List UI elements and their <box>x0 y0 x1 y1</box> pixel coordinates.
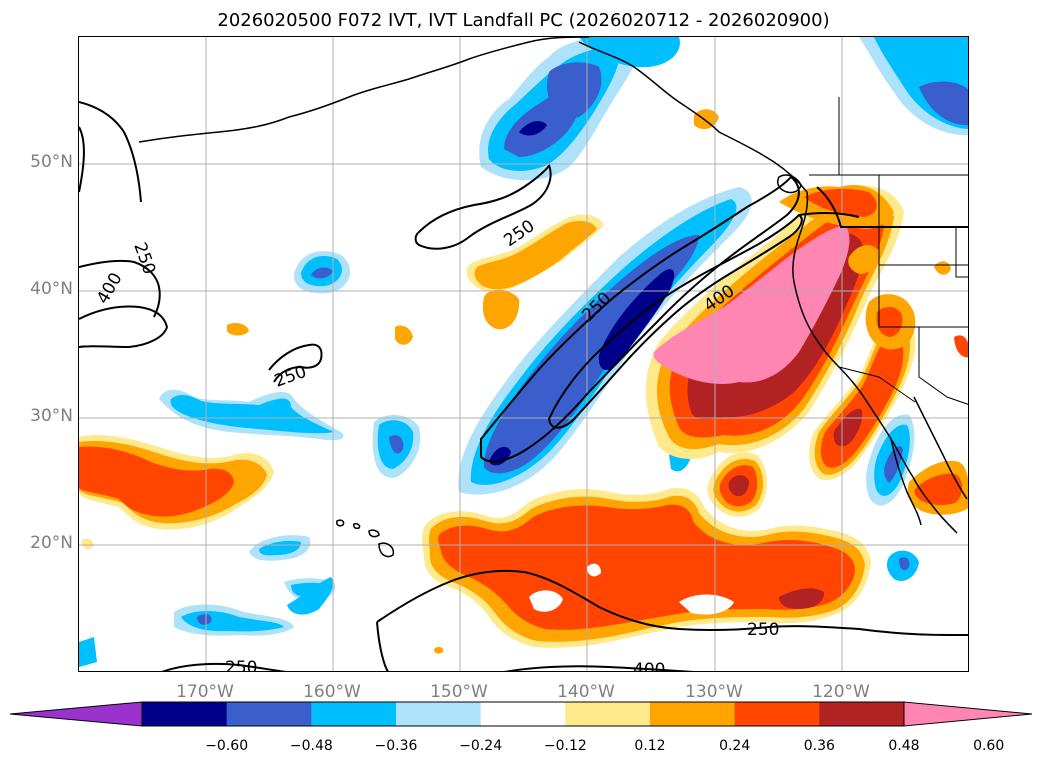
lon-label-120w: 120°W <box>812 682 870 702</box>
lat-label-30n: 30°N <box>30 406 73 426</box>
lat-label-40n: 40°N <box>30 279 73 299</box>
colorbar-segment <box>142 702 228 726</box>
lon-label-160w: 160°W <box>303 682 361 702</box>
colorbar-tick-label: −0.48 <box>289 738 333 754</box>
colorbar-tick-label: −0.24 <box>459 738 503 754</box>
colorbar-segment <box>311 702 397 726</box>
colorbar-tick-label: 0.24 <box>719 738 751 754</box>
colorbar-segment <box>734 702 820 726</box>
colorbar-tick-label: −0.12 <box>543 738 587 754</box>
colorbar-tick-label: 0.36 <box>803 738 835 754</box>
graticule <box>79 37 968 671</box>
colorbar-tick-label: 0.48 <box>888 738 920 754</box>
lat-label-50n: 50°N <box>30 152 73 172</box>
map-title: 2026020500 F072 IVT, IVT Landfall PC (20… <box>217 10 830 31</box>
colorbar <box>10 701 1033 727</box>
contour-label: 250 <box>225 658 257 672</box>
contour-label: 400 <box>633 660 665 672</box>
lon-label-130w: 130°W <box>685 682 743 702</box>
colorbar-segment <box>396 702 482 726</box>
colorbar-segment <box>565 702 651 726</box>
contour-label: 250 <box>272 362 309 392</box>
colorbar-segment <box>480 702 566 726</box>
map-panel: 250 400 250 250 250 400 250 250 400 <box>78 36 969 672</box>
colorbar-tick-label: −0.36 <box>374 738 418 754</box>
lon-label-170w: 170°W <box>176 682 234 702</box>
colorbar-extend-min <box>10 702 142 726</box>
lon-label-140w: 140°W <box>557 682 615 702</box>
contour-label: 250 <box>129 240 159 277</box>
colorbar-tick-label: −0.60 <box>205 738 249 754</box>
colorbar-segment <box>650 702 736 726</box>
colorbar-segment <box>226 702 312 726</box>
colorbar-tick-label: 0.12 <box>634 738 666 754</box>
negative-pc-fills <box>79 37 968 667</box>
colorbar-segment <box>819 702 905 726</box>
lon-label-150w: 150°W <box>430 682 488 702</box>
map-canvas: 250 400 250 250 250 400 250 250 400 <box>79 37 968 672</box>
colorbar-extend-max <box>904 702 1032 726</box>
warm-mass-gaps <box>529 563 734 615</box>
colorbar-tick-label: 0.60 <box>973 738 1005 754</box>
lat-label-20n: 20°N <box>30 533 73 553</box>
ivt-contours <box>79 101 968 671</box>
contour-label: 400 <box>93 269 127 307</box>
contour-label: 250 <box>747 620 779 640</box>
